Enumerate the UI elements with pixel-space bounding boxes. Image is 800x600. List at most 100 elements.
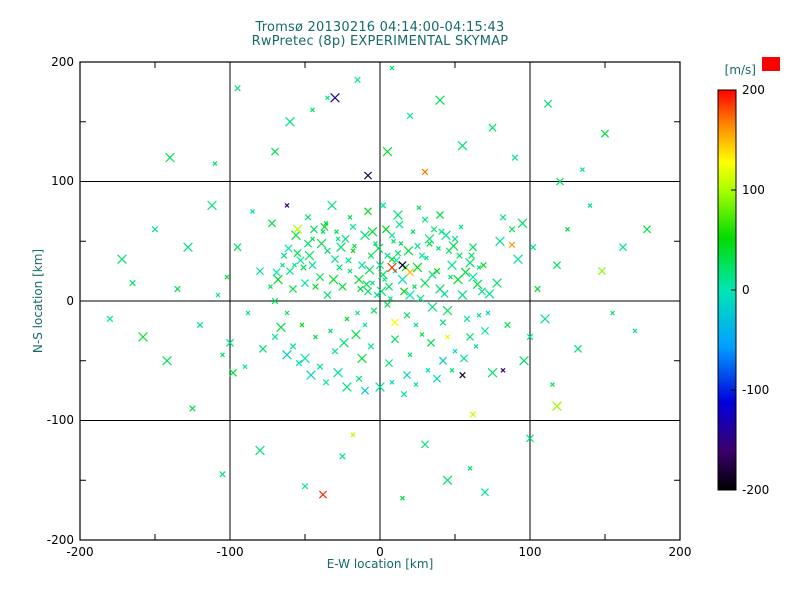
colorbar-tick-label: 100: [742, 183, 765, 197]
x-tick-label: 200: [668, 545, 692, 559]
data-point-marker: [610, 310, 615, 316]
data-point-marker: [288, 284, 298, 294]
data-point-marker: [215, 292, 221, 298]
data-point-marker: [468, 252, 475, 259]
data-point-marker: [395, 220, 404, 229]
data-point-marker: [357, 353, 367, 364]
data-point-marker: [508, 226, 516, 233]
data-point-marker: [268, 284, 273, 290]
data-point-marker: [597, 267, 607, 276]
data-point-marker: [403, 312, 411, 319]
data-point-marker: [273, 274, 283, 285]
data-point-marker: [642, 225, 652, 234]
data-point-marker: [392, 256, 401, 265]
data-point-marker: [513, 254, 523, 265]
data-point-marker: [322, 379, 330, 386]
data-point-marker: [398, 261, 407, 270]
data-point-marker: [328, 328, 333, 334]
data-point-marker: [448, 274, 453, 280]
data-point-marker: [345, 257, 352, 264]
data-point-marker: [354, 76, 361, 84]
data-point-marker: [449, 367, 455, 373]
data-point-marker: [376, 286, 387, 297]
data-point-marker: [402, 371, 412, 380]
data-point-marker: [406, 112, 414, 120]
data-point-marker: [463, 315, 471, 323]
data-point-marker: [355, 310, 360, 316]
data-point-marker: [382, 146, 393, 157]
data-point-marker: [357, 261, 367, 270]
data-point-marker: [233, 243, 242, 252]
data-point-marker: [382, 277, 387, 282]
data-point-marker: [495, 236, 505, 247]
data-point-marker: [412, 262, 423, 273]
data-point-marker: [555, 177, 565, 186]
data-point-marker: [529, 243, 537, 251]
data-point-marker: [573, 344, 583, 353]
data-point-marker: [333, 367, 343, 378]
data-point-marker: [439, 319, 447, 326]
data-point-marker: [426, 240, 433, 247]
data-point-marker: [250, 208, 255, 214]
data-point-marker: [220, 352, 225, 358]
data-point-marker: [375, 382, 385, 392]
data-point-marker: [310, 107, 315, 113]
data-point-marker: [416, 205, 422, 211]
data-point-marker: [384, 359, 394, 368]
x-axis-title: E-W location [km]: [326, 557, 434, 571]
data-point-marker: [472, 279, 483, 290]
data-point-marker: [373, 241, 378, 247]
data-point-marker: [390, 335, 400, 344]
data-point-marker: [484, 288, 495, 299]
data-point-marker: [424, 255, 429, 261]
data-point-marker: [300, 264, 307, 271]
data-point-marker: [410, 229, 416, 235]
data-point-marker: [296, 256, 305, 265]
data-point-marker: [255, 445, 265, 456]
axis-minor-ticks: [80, 62, 680, 540]
data-point-marker: [304, 250, 315, 261]
data-point-marker: [276, 322, 286, 333]
data-point-marker: [473, 343, 479, 349]
data-point-marker: [212, 161, 218, 167]
data-point-marker: [468, 243, 478, 252]
data-point-marker: [295, 359, 303, 367]
data-point-marker: [477, 287, 487, 296]
data-point-marker: [306, 370, 316, 380]
data-point-marker: [420, 440, 430, 449]
data-point-marker: [364, 265, 375, 275]
data-point-marker: [421, 216, 429, 223]
data-point-marker: [428, 270, 437, 279]
data-point-marker: [334, 229, 339, 235]
data-point-marker: [285, 267, 295, 276]
data-point-marker: [207, 200, 217, 211]
data-point-marker: [284, 310, 290, 316]
data-point-marker: [335, 236, 341, 242]
data-point-marker: [414, 242, 421, 250]
y-tick-label: 100: [51, 174, 74, 188]
data-point-marker: [285, 116, 295, 127]
data-point-marker: [465, 332, 475, 341]
data-point-marker: [367, 252, 375, 259]
data-point-marker: [270, 147, 280, 156]
x-tick-label: -100: [216, 545, 244, 559]
data-point-marker: [550, 382, 555, 388]
data-point-marker: [351, 329, 361, 340]
data-point-marker: [225, 338, 235, 347]
data-point-marker: [388, 296, 393, 302]
data-point-marker: [400, 495, 405, 501]
data-point-marker: [320, 222, 329, 231]
data-point-marker: [336, 242, 346, 253]
data-point-marker: [480, 261, 487, 269]
colorbar-tick-label: 0: [742, 283, 750, 297]
grid-lines: [80, 62, 680, 540]
data-point-marker: [242, 364, 248, 370]
data-point-marker: [424, 234, 435, 244]
data-point-marker: [316, 238, 327, 249]
data-point-marker: [224, 274, 230, 280]
data-point-marker: [339, 337, 349, 348]
data-point-marker: [457, 140, 468, 151]
data-point-marker: [488, 123, 497, 132]
data-point-marker: [174, 285, 181, 293]
